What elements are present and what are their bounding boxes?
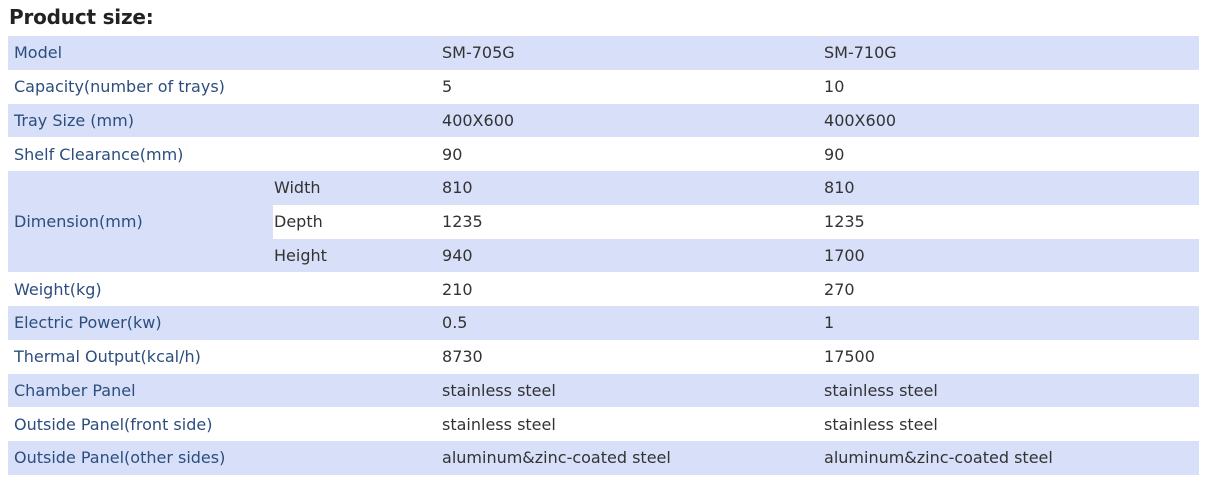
value-sm-705g: SM-705G [442,36,825,70]
row-label: Outside Panel(front side) [14,414,213,434]
value-sm-710g: stainless steel [824,414,938,434]
value-sm-705g: 8730 [442,347,483,367]
row-label: Shelf Clearance(mm) [14,144,184,164]
row-label: Outside Panel(other sides) [8,441,443,475]
value-sm-705g: 5 [442,77,453,97]
row-label: Tray Size (mm) [8,103,443,138]
table-row-weight: Weight(kg) 210 270 [8,272,1199,306]
table-row-outside-panel-front: Outside Panel(front side) stainless stee… [8,407,1199,441]
table-row-outside-panel-other: Outside Panel(other sides) aluminum&zinc… [8,441,1200,475]
table-row-dimension-height: Height 940 1700 [8,238,1200,273]
value-sm-705g: 810 [442,171,825,205]
value-sm-710g: 10 [824,77,845,97]
value-sm-705g: 210 [442,279,473,299]
sub-label-width: Width [273,171,443,205]
value-sm-705g: 0.5 [442,306,825,340]
value-sm-710g: 17500 [824,347,875,367]
table-row-chamber-panel: Chamber Panel stainless steel stainless … [8,373,1200,408]
value-sm-705g: aluminum&zinc-coated steel [442,441,825,475]
row-label: Model [8,36,443,70]
table-row-electric-power: Electric Power(kw) 0.5 1 [8,306,1200,340]
value-sm-710g: 1700 [824,238,1200,273]
row-label: Thermal Output(kcal/h) [14,347,201,367]
value-sm-710g: 90 [824,144,845,164]
value-sm-710g: 270 [824,279,855,299]
value-sm-710g: SM-710G [824,36,1200,70]
row-label: Chamber Panel [8,373,443,408]
value-sm-705g: 90 [442,144,463,164]
table-row-dimension-width: Dimension(mm) Width 810 810 [8,171,1200,273]
row-label: Capacity(number of trays) [14,77,225,97]
value-sm-705g: stainless steel [442,373,825,408]
sub-label-depth: Depth [274,212,323,232]
product-size-table: Model SM-705G SM-710G Capacity(number of… [8,36,1200,475]
value-sm-710g: stainless steel [824,373,1200,408]
page-title: Product size: [9,5,154,29]
sub-label-height: Height [273,238,443,273]
value-sm-710g: 1 [824,306,1200,340]
value-sm-710g: 400X600 [824,103,1200,138]
row-label-dimension: Dimension(mm) [8,171,273,273]
value-sm-705g: 940 [442,238,825,273]
table-row-model: Model SM-705G SM-710G [8,36,1200,70]
table-row-tray-size: Tray Size (mm) 400X600 400X600 [8,103,1200,138]
value-sm-705g: 400X600 [442,103,825,138]
value-sm-705g: 1235 [442,212,483,232]
value-sm-710g: 810 [824,171,1200,205]
value-sm-710g: aluminum&zinc-coated steel [824,441,1200,475]
row-label: Weight(kg) [14,279,102,299]
table-row-dimension-depth: Depth 1235 1235 [8,205,1199,239]
table-row-capacity: Capacity(number of trays) 5 10 [8,70,1199,104]
table-row-thermal-output: Thermal Output(kcal/h) 8730 17500 [8,340,1199,374]
table-row-shelf-clearance: Shelf Clearance(mm) 90 90 [8,137,1199,171]
value-sm-705g: stainless steel [442,414,556,434]
value-sm-710g: 1235 [824,212,865,232]
row-label: Electric Power(kw) [8,306,443,340]
